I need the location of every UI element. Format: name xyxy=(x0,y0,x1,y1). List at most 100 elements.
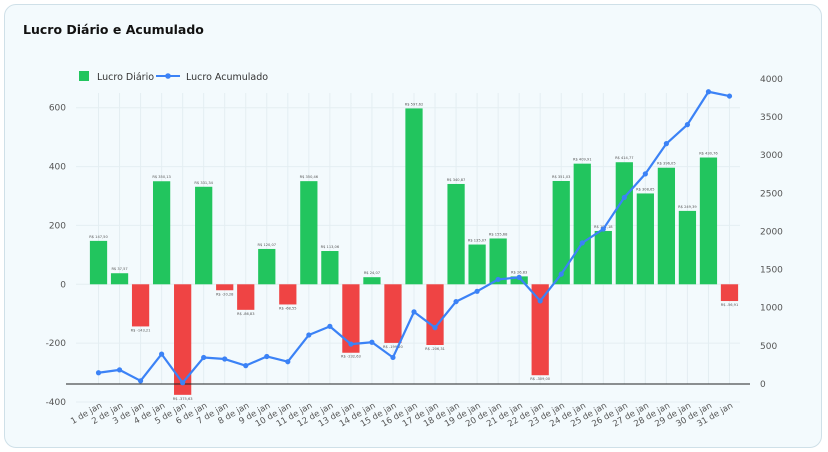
y-right-tick-label: 0 xyxy=(760,380,766,390)
line-point[interactable] xyxy=(495,276,501,283)
bar[interactable] xyxy=(720,284,739,302)
bar-data-label: R$ 351,03 xyxy=(552,175,571,179)
bar[interactable] xyxy=(363,277,381,285)
line-point[interactable] xyxy=(116,367,123,373)
line-point[interactable] xyxy=(411,309,417,315)
line-point[interactable] xyxy=(705,89,712,95)
line-point[interactable] xyxy=(201,354,207,361)
bar[interactable] xyxy=(615,162,633,285)
bar[interactable] xyxy=(237,284,255,310)
line-point[interactable] xyxy=(726,93,733,99)
bar[interactable] xyxy=(279,284,297,305)
y-left-tick-label: 200 xyxy=(49,221,66,231)
line-point[interactable] xyxy=(579,240,585,246)
line-point[interactable] xyxy=(663,141,669,147)
line-point[interactable] xyxy=(327,323,333,329)
bar-data-label: R$ 155,68 xyxy=(489,232,508,236)
line-point[interactable] xyxy=(558,271,564,277)
bar-data-label: R$ 350,46 xyxy=(300,175,319,179)
bar-data-label: R$ 135,07 xyxy=(468,239,487,243)
bar[interactable] xyxy=(594,230,612,285)
bar[interactable] xyxy=(552,180,570,285)
line-point[interactable] xyxy=(137,378,144,384)
line-point[interactable] xyxy=(684,122,691,128)
bar-data-label: R$ 308,65 xyxy=(636,187,655,191)
line-point[interactable] xyxy=(537,298,543,304)
bar[interactable] xyxy=(657,167,676,285)
bar[interactable] xyxy=(342,284,360,353)
y-left-tick-label: 0 xyxy=(60,280,66,290)
line-series-group xyxy=(95,89,733,386)
line-point[interactable] xyxy=(159,351,165,357)
chart-title: Lucro Diário e Acumulado xyxy=(23,22,204,37)
bar[interactable] xyxy=(531,284,549,376)
bar[interactable] xyxy=(489,238,507,285)
line-point[interactable] xyxy=(285,359,291,365)
bar[interactable] xyxy=(258,248,276,285)
legend-label-line[interactable]: Lucro Acumulado xyxy=(186,72,268,83)
legend-label-bar[interactable]: Lucro Diário xyxy=(97,72,154,83)
bar-data-label: R$ 37,57 xyxy=(111,267,127,271)
bar[interactable] xyxy=(384,284,402,343)
line-point[interactable] xyxy=(390,354,396,361)
bar[interactable] xyxy=(300,181,318,285)
bar[interactable] xyxy=(468,244,486,285)
line-point[interactable] xyxy=(474,288,480,294)
bar[interactable] xyxy=(678,210,697,285)
line-point[interactable] xyxy=(95,370,102,376)
bar-data-label: R$ -56,91 xyxy=(721,303,739,307)
y-right-tick-label: 4000 xyxy=(760,75,783,85)
bar[interactable] xyxy=(152,181,171,285)
bar[interactable] xyxy=(321,251,339,285)
bar-data-label: R$ -232,63 xyxy=(341,355,361,359)
bar[interactable] xyxy=(174,284,192,395)
line-point[interactable] xyxy=(222,356,228,362)
line-point[interactable] xyxy=(642,171,648,177)
bar[interactable] xyxy=(405,108,423,285)
bar[interactable] xyxy=(195,186,213,285)
line-point[interactable] xyxy=(600,226,606,232)
bar[interactable] xyxy=(510,276,528,285)
bar-data-label: R$ -20,28 xyxy=(216,292,234,296)
bar[interactable] xyxy=(573,163,591,285)
bar-data-label: R$ 340,87 xyxy=(447,178,466,182)
line-point[interactable] xyxy=(453,298,459,305)
bar[interactable] xyxy=(110,273,129,285)
line-point[interactable] xyxy=(243,363,249,369)
line-point[interactable] xyxy=(348,341,354,347)
bar-data-label: R$ 249,39 xyxy=(678,205,697,209)
bar-data-label: R$ -143,21 xyxy=(131,328,151,332)
y-left-tick-label: -200 xyxy=(46,339,67,349)
bar[interactable] xyxy=(131,284,150,327)
line-point[interactable] xyxy=(516,274,522,280)
line-point[interactable] xyxy=(180,380,186,386)
bar-data-label: R$ -206,31 xyxy=(425,347,445,351)
bar-data-label: R$ -199,20 xyxy=(383,345,404,349)
bar[interactable] xyxy=(426,284,444,345)
bar-data-label: R$ 331,34 xyxy=(194,181,213,185)
bar-data-label: R$ 120,07 xyxy=(258,243,277,247)
line-point[interactable] xyxy=(432,325,438,331)
bar-data-label: R$ 26,83 xyxy=(511,270,527,274)
line-point[interactable] xyxy=(306,332,312,338)
line-point[interactable] xyxy=(264,353,270,360)
bar[interactable] xyxy=(447,183,465,285)
y-left-tick-label: 400 xyxy=(49,163,66,173)
bar-data-label: R$ -86,83 xyxy=(237,312,255,316)
y-right-tick-label: 3500 xyxy=(760,113,783,123)
legend[interactable]: Lucro Diário Lucro Acumulado xyxy=(79,71,268,83)
bar[interactable] xyxy=(89,240,108,285)
y-right-tick-label: 1000 xyxy=(760,304,783,314)
bar[interactable] xyxy=(216,284,234,291)
y-left-tick-label: -400 xyxy=(46,398,67,408)
bar-data-label: R$ -375,63 xyxy=(173,397,193,401)
y-right-tick-label: 1500 xyxy=(760,266,783,276)
bar[interactable] xyxy=(636,193,654,285)
bar[interactable] xyxy=(699,157,718,285)
line-point[interactable] xyxy=(621,194,627,201)
y-right-tick-label: 3000 xyxy=(760,151,783,161)
line-point[interactable] xyxy=(369,339,375,345)
bar-data-label: R$ 24,07 xyxy=(364,271,380,275)
bar-data-label: R$ 597,62 xyxy=(405,102,424,106)
